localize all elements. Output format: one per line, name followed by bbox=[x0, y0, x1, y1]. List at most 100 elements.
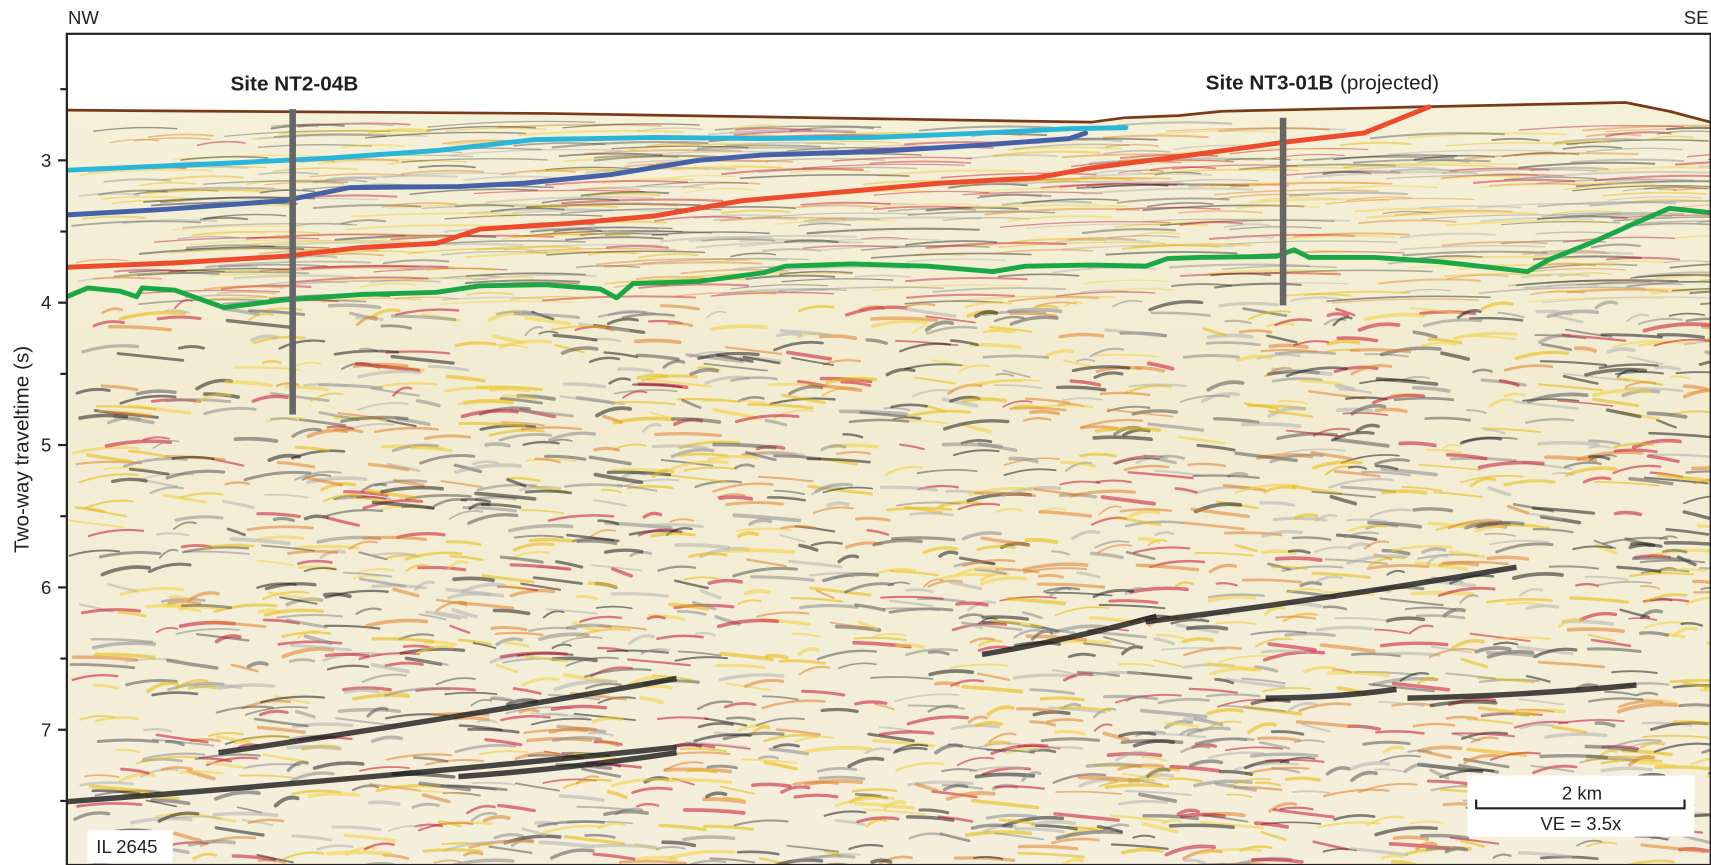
reflector bbox=[1092, 670, 1141, 677]
reflector bbox=[1691, 813, 1711, 818]
reflector bbox=[1628, 617, 1658, 621]
reflector bbox=[768, 747, 810, 756]
reflector bbox=[1138, 792, 1178, 803]
reflector bbox=[1488, 398, 1515, 408]
reflector bbox=[656, 634, 704, 641]
reflector bbox=[775, 728, 822, 736]
reflector bbox=[1672, 720, 1711, 725]
reflector bbox=[654, 215, 742, 222]
reflector bbox=[597, 625, 648, 631]
reflector bbox=[458, 601, 515, 610]
reflector bbox=[392, 386, 413, 397]
reflector bbox=[1038, 510, 1093, 518]
reflector bbox=[673, 579, 709, 590]
reflector bbox=[1465, 718, 1514, 725]
reflector bbox=[1472, 368, 1493, 374]
reflector bbox=[1277, 400, 1309, 405]
reflector bbox=[1484, 532, 1516, 537]
reflector bbox=[1335, 407, 1374, 414]
reflector bbox=[214, 826, 265, 837]
reflector bbox=[905, 588, 935, 594]
reflector bbox=[366, 706, 389, 718]
reflector bbox=[248, 309, 306, 317]
reflector bbox=[737, 531, 760, 538]
reflector bbox=[999, 595, 1057, 602]
reflector bbox=[1602, 536, 1669, 545]
reflector bbox=[790, 286, 945, 293]
reflector bbox=[730, 376, 779, 382]
reflector bbox=[1591, 397, 1640, 408]
reflector bbox=[358, 651, 420, 660]
reflector bbox=[985, 813, 1038, 820]
reflector bbox=[1310, 451, 1353, 461]
reflector bbox=[554, 560, 584, 569]
reflector bbox=[647, 614, 686, 621]
reflector bbox=[993, 248, 1094, 255]
reflector bbox=[1473, 178, 1576, 185]
reflector bbox=[799, 604, 859, 610]
reflector bbox=[412, 756, 449, 763]
reflector bbox=[1332, 316, 1353, 327]
reflector bbox=[806, 457, 871, 464]
reflector bbox=[1132, 834, 1156, 839]
reflector bbox=[171, 455, 215, 461]
reflector bbox=[1243, 166, 1356, 171]
reflector bbox=[528, 537, 575, 543]
reflector bbox=[1350, 348, 1412, 354]
reflector bbox=[1016, 180, 1184, 185]
reflector bbox=[1171, 283, 1233, 288]
reflector bbox=[1121, 243, 1252, 250]
reflector bbox=[88, 508, 128, 518]
reflector bbox=[798, 222, 852, 227]
reflector bbox=[1017, 844, 1079, 851]
strong-reflector bbox=[1265, 686, 1397, 701]
reflector bbox=[1390, 168, 1458, 173]
reflector bbox=[667, 321, 694, 328]
reflector bbox=[1480, 217, 1594, 223]
reflector bbox=[789, 169, 872, 174]
reflector bbox=[848, 843, 884, 851]
reflector bbox=[1059, 182, 1185, 188]
reflector bbox=[496, 343, 529, 349]
reflector bbox=[512, 209, 669, 214]
reflector bbox=[703, 362, 768, 372]
reflector bbox=[998, 818, 1036, 826]
reflector bbox=[1391, 545, 1454, 552]
reflector bbox=[608, 377, 631, 385]
reflector bbox=[422, 848, 483, 853]
reflector bbox=[168, 267, 294, 274]
reflector bbox=[905, 648, 959, 656]
reflector bbox=[384, 687, 451, 697]
reflector bbox=[905, 815, 955, 822]
reflector bbox=[538, 632, 590, 641]
reflector bbox=[1443, 444, 1462, 449]
reflector bbox=[978, 617, 998, 625]
reflector bbox=[1195, 551, 1254, 557]
reflector bbox=[1002, 369, 1031, 378]
reflector bbox=[842, 433, 864, 439]
reflector bbox=[1381, 489, 1428, 495]
reflector bbox=[1260, 830, 1287, 841]
reflector bbox=[181, 603, 233, 610]
reflector bbox=[525, 202, 702, 209]
reflector bbox=[1374, 464, 1399, 471]
reflector bbox=[1350, 364, 1393, 376]
reflector bbox=[136, 271, 310, 277]
reflector bbox=[610, 567, 633, 578]
reflector bbox=[610, 777, 675, 788]
reflector bbox=[969, 742, 1024, 751]
reflector bbox=[426, 125, 536, 132]
reflector bbox=[1264, 366, 1292, 377]
reflector bbox=[114, 268, 187, 273]
reflector bbox=[462, 506, 517, 513]
reflector bbox=[1142, 813, 1199, 821]
reflector bbox=[1268, 410, 1314, 418]
reflector bbox=[1238, 329, 1273, 334]
reflector bbox=[1588, 199, 1711, 207]
reflector bbox=[958, 613, 984, 620]
reflector bbox=[1096, 825, 1123, 833]
reflector bbox=[1586, 841, 1618, 848]
reflector bbox=[606, 470, 672, 477]
reflector bbox=[194, 753, 261, 761]
reflector bbox=[1142, 218, 1262, 223]
